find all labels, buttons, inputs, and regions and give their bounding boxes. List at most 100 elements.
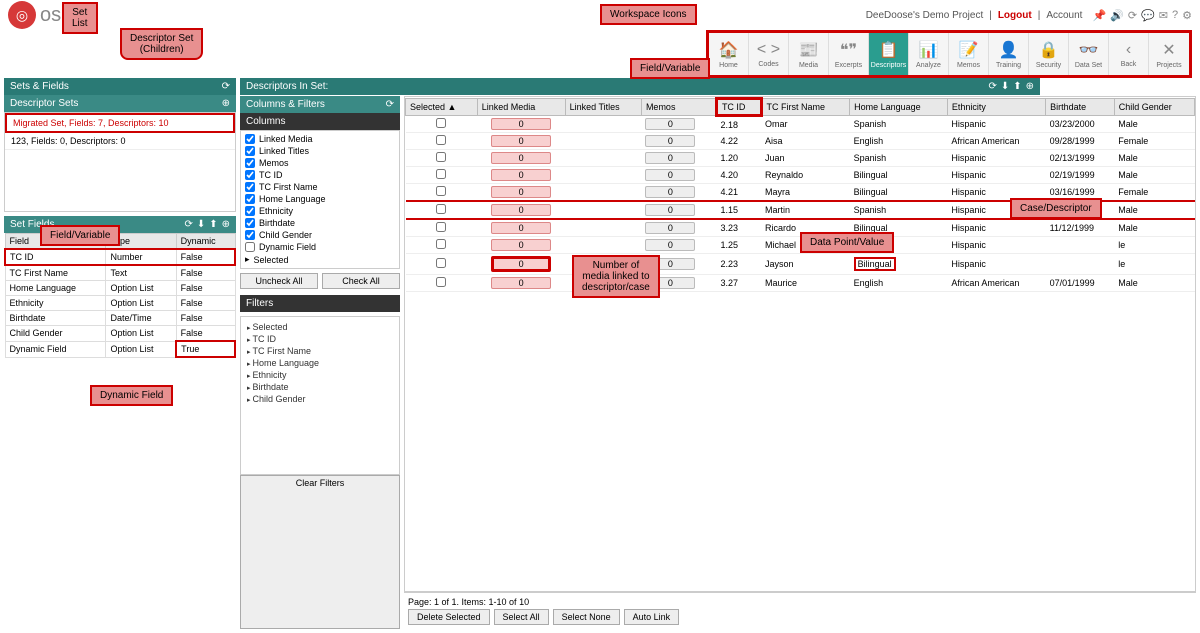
column-checkbox[interactable] <box>245 146 255 156</box>
uncheck-all-button[interactable]: Uncheck All <box>240 273 318 289</box>
column-check-item[interactable]: Home Language <box>243 193 397 205</box>
workspace-back[interactable]: ‹Back <box>1109 33 1149 75</box>
filter-item[interactable]: TC ID <box>245 333 395 345</box>
filter-item[interactable]: Child Gender <box>245 393 395 405</box>
field-row[interactable]: Home LanguageOption ListFalse <box>5 281 235 296</box>
column-checkbox[interactable] <box>245 218 255 228</box>
refresh-icon[interactable]: ⟳ <box>184 219 192 230</box>
row-checkbox[interactable] <box>436 118 446 128</box>
column-check-item[interactable]: Dynamic Field <box>243 241 397 253</box>
dynamic-header[interactable]: Dynamic <box>176 234 235 250</box>
data-row[interactable]: 001.20JuanSpanishHispanic02/13/1999Male <box>406 150 1195 167</box>
refresh-icon[interactable]: ⟳ <box>1128 9 1137 22</box>
field-row[interactable]: BirthdateDate/TimeFalse <box>5 311 235 326</box>
grid-header-home-language[interactable]: Home Language <box>850 99 948 116</box>
workspace-projects[interactable]: ✕Projects <box>1149 33 1189 75</box>
column-checkbox[interactable] <box>245 206 255 216</box>
grid-header-birthdate[interactable]: Birthdate <box>1046 99 1115 116</box>
field-row[interactable]: EthnicityOption ListFalse <box>5 296 235 311</box>
row-checkbox[interactable] <box>436 204 446 214</box>
row-checkbox[interactable] <box>436 239 446 249</box>
column-check-item[interactable]: Memos <box>243 157 397 169</box>
logout-link[interactable]: Logout <box>998 10 1032 21</box>
delete-selected-button[interactable]: Delete Selected <box>408 609 490 625</box>
workspace-media[interactable]: 📰Media <box>789 33 829 75</box>
grid-header-selected[interactable]: Selected ▲ <box>406 99 478 116</box>
row-checkbox[interactable] <box>436 152 446 162</box>
column-checkbox[interactable] <box>245 242 255 252</box>
row-checkbox[interactable] <box>436 258 446 268</box>
column-check-item[interactable]: Child Gender <box>243 229 397 241</box>
field-row[interactable]: TC First NameTextFalse <box>5 265 235 281</box>
download-icon[interactable]: ⬇ <box>1001 81 1009 92</box>
pin-icon[interactable]: 📌 <box>1092 9 1106 22</box>
column-checkbox[interactable] <box>245 170 255 180</box>
column-check-item[interactable]: Birthdate <box>243 217 397 229</box>
select-none-button[interactable]: Select None <box>553 609 620 625</box>
row-checkbox[interactable] <box>436 135 446 145</box>
clear-filters-button[interactable]: Clear Filters <box>240 475 400 630</box>
set-row[interactable]: 123, Fields: 0, Descriptors: 0 <box>5 133 235 150</box>
add-icon[interactable]: ⊕ <box>1026 81 1034 92</box>
workspace-security[interactable]: 🔒Security <box>1029 33 1069 75</box>
column-checkbox[interactable] <box>245 194 255 204</box>
data-row[interactable]: 002.18OmarSpanishHispanic03/23/2000Male <box>406 116 1195 133</box>
data-row[interactable]: 002.23JaysonBilingualHispanicle <box>406 254 1195 275</box>
grid-header-ethnicity[interactable]: Ethnicity <box>947 99 1045 116</box>
check-all-button[interactable]: Check All <box>322 273 400 289</box>
grid-header-tc-first-name[interactable]: TC First Name <box>761 99 850 116</box>
grid-header-memos[interactable]: Memos <box>641 99 716 116</box>
sound-icon[interactable]: 🔊 <box>1110 9 1124 22</box>
refresh-icon[interactable]: ⟳ <box>222 81 230 92</box>
chat-icon[interactable]: 💬 <box>1141 9 1155 22</box>
gear-icon[interactable]: ⚙ <box>1182 9 1192 22</box>
grid-header-linked-media[interactable]: Linked Media <box>477 99 565 116</box>
column-check-item[interactable]: Linked Media <box>243 133 397 145</box>
workspace-data set[interactable]: 👓Data Set <box>1069 33 1109 75</box>
upload-icon[interactable]: ⬆ <box>209 219 217 230</box>
column-checkbox[interactable] <box>245 182 255 192</box>
column-checkbox[interactable] <box>245 134 255 144</box>
row-checkbox[interactable] <box>436 186 446 196</box>
refresh-icon[interactable]: ⟳ <box>988 81 996 92</box>
workspace-descriptors[interactable]: 📋Descriptors <box>869 33 909 75</box>
add-icon[interactable]: ⊕ <box>222 98 230 109</box>
upload-icon[interactable]: ⬆ <box>1013 81 1021 92</box>
filter-item[interactable]: Birthdate <box>245 381 395 393</box>
filter-item[interactable]: Selected <box>245 321 395 333</box>
grid-header-linked-titles[interactable]: Linked Titles <box>565 99 641 116</box>
data-row[interactable]: 004.20ReynaldoBilingualHispanic02/19/199… <box>406 167 1195 184</box>
row-checkbox[interactable] <box>436 222 446 232</box>
filter-item[interactable]: TC First Name <box>245 345 395 357</box>
account-link[interactable]: Account <box>1046 10 1082 21</box>
field-row[interactable]: Child GenderOption ListFalse <box>5 326 235 342</box>
grid-header-tc-id[interactable]: TC ID <box>716 99 761 116</box>
column-checkbox[interactable] <box>245 158 255 168</box>
workspace-excerpts[interactable]: ❝❞Excerpts <box>829 33 869 75</box>
workspace-codes[interactable]: < >Codes <box>749 33 789 75</box>
data-row[interactable]: 003.27MauriceEnglishAfrican American07/0… <box>406 275 1195 292</box>
workspace-training[interactable]: 👤Training <box>989 33 1029 75</box>
download-icon[interactable]: ⬇ <box>197 219 205 230</box>
grid-header-child-gender[interactable]: Child Gender <box>1114 99 1194 116</box>
auto-link-button[interactable]: Auto Link <box>624 609 680 625</box>
column-check-item[interactable]: Linked Titles <box>243 145 397 157</box>
workspace-home[interactable]: 🏠Home <box>709 33 749 75</box>
set-row[interactable]: Migrated Set, Fields: 7, Descriptors: 10 <box>5 113 235 133</box>
field-row[interactable]: Dynamic FieldOption ListTrue <box>5 341 235 357</box>
filter-item[interactable]: Ethnicity <box>245 369 395 381</box>
column-check-item[interactable]: TC First Name <box>243 181 397 193</box>
mail-icon[interactable]: ✉ <box>1159 9 1168 22</box>
refresh-icon[interactable]: ⟳ <box>386 99 394 110</box>
row-checkbox[interactable] <box>436 277 446 287</box>
workspace-memos[interactable]: 📝Memos <box>949 33 989 75</box>
column-check-item[interactable]: TC ID <box>243 169 397 181</box>
column-check-item[interactable]: Ethnicity <box>243 205 397 217</box>
select-all-button[interactable]: Select All <box>494 609 549 625</box>
field-row[interactable]: TC IDNumberFalse <box>5 249 235 265</box>
add-icon[interactable]: ⊕ <box>222 219 230 230</box>
help-icon[interactable]: ? <box>1172 9 1178 22</box>
row-checkbox[interactable] <box>436 169 446 179</box>
filter-item[interactable]: Home Language <box>245 357 395 369</box>
workspace-analyze[interactable]: 📊Analyze <box>909 33 949 75</box>
